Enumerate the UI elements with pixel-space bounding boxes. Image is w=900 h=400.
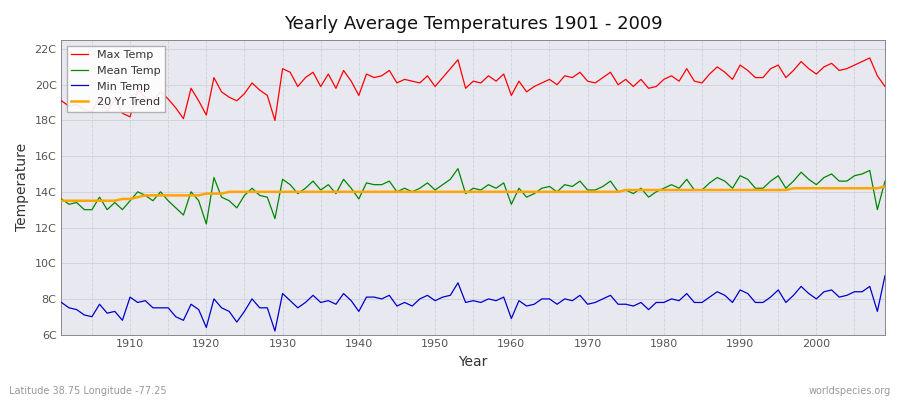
Min Temp	[292, 306, 303, 310]
Mean Temp	[292, 191, 303, 196]
Mean Temp	[613, 190, 624, 194]
Mean Temp	[514, 186, 525, 191]
Text: worldspecies.org: worldspecies.org	[809, 386, 891, 396]
Max Temp	[56, 98, 67, 103]
Line: Min Temp: Min Temp	[61, 276, 885, 331]
Max Temp	[338, 68, 349, 73]
Max Temp	[506, 93, 517, 98]
Mean Temp	[117, 207, 128, 212]
20 Yr Trend	[330, 190, 341, 194]
Title: Yearly Average Temperatures 1901 - 2009: Yearly Average Temperatures 1901 - 2009	[284, 15, 662, 33]
20 Yr Trend	[117, 196, 128, 201]
20 Yr Trend	[598, 190, 608, 194]
Min Temp	[117, 318, 128, 323]
Max Temp	[864, 56, 875, 60]
20 Yr Trend	[56, 198, 67, 203]
Min Temp	[269, 329, 280, 334]
Min Temp	[338, 291, 349, 296]
X-axis label: Year: Year	[458, 355, 488, 369]
Legend: Max Temp, Mean Temp, Min Temp, 20 Yr Trend: Max Temp, Mean Temp, Min Temp, 20 Yr Tre…	[67, 46, 165, 112]
20 Yr Trend	[284, 190, 295, 194]
Min Temp	[56, 300, 67, 305]
Max Temp	[879, 84, 890, 89]
Line: Max Temp: Max Temp	[61, 58, 885, 120]
Mean Temp	[201, 222, 212, 226]
Mean Temp	[338, 177, 349, 182]
Max Temp	[117, 111, 128, 116]
Text: Latitude 38.75 Longitude -77.25: Latitude 38.75 Longitude -77.25	[9, 386, 166, 396]
Min Temp	[605, 293, 616, 298]
Line: 20 Yr Trend: 20 Yr Trend	[61, 186, 885, 201]
Mean Temp	[453, 166, 464, 171]
Min Temp	[879, 273, 890, 278]
Line: Mean Temp: Mean Temp	[61, 169, 885, 224]
Min Temp	[506, 316, 517, 321]
Mean Temp	[879, 179, 890, 184]
Max Temp	[269, 118, 280, 123]
20 Yr Trend	[499, 190, 509, 194]
Max Temp	[605, 70, 616, 75]
20 Yr Trend	[879, 184, 890, 189]
Mean Temp	[521, 195, 532, 200]
Min Temp	[514, 298, 525, 303]
Max Temp	[514, 79, 525, 84]
Mean Temp	[56, 196, 67, 201]
20 Yr Trend	[506, 190, 517, 194]
Max Temp	[292, 84, 303, 89]
Y-axis label: Temperature: Temperature	[15, 143, 29, 232]
